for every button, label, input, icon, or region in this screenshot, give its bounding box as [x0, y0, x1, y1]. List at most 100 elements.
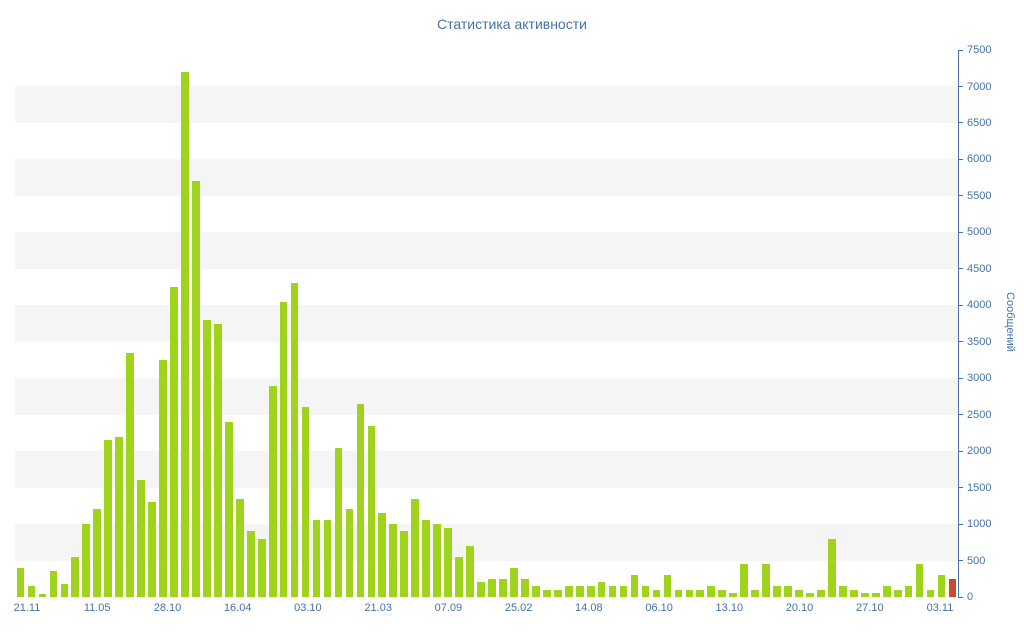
- x-tick-label: 21.11: [13, 602, 41, 614]
- y-tick-label: 2000: [967, 445, 992, 458]
- bar: [532, 586, 540, 597]
- bar: [235, 498, 244, 597]
- plot-band-shaded: [15, 232, 958, 269]
- bar: [740, 564, 748, 597]
- y-tick-label: 1000: [967, 518, 992, 531]
- bar: [849, 589, 858, 597]
- bar: [389, 524, 398, 597]
- bar: [762, 564, 770, 597]
- bar: [16, 567, 25, 597]
- bars-layer: [15, 50, 958, 597]
- bar: [542, 589, 551, 597]
- y-tick-label: 6000: [967, 153, 992, 166]
- y-tick-label: 6500: [967, 116, 992, 129]
- bar: [696, 589, 705, 597]
- bar: [192, 181, 200, 597]
- bar: [751, 589, 759, 597]
- bar: [301, 407, 310, 597]
- x-tick-label: 20.10: [785, 602, 814, 614]
- y-tick-label: 7500: [967, 44, 992, 56]
- bar: [422, 520, 431, 597]
- bar: [334, 447, 343, 597]
- y-tick-label: 7000: [967, 80, 992, 93]
- y-tick-label: 3000: [967, 372, 992, 385]
- bar: [718, 589, 727, 597]
- bar: [27, 586, 36, 597]
- y-tick-label: 4000: [967, 299, 992, 312]
- bar: [904, 586, 913, 597]
- bar: [224, 421, 233, 597]
- bar: [400, 531, 409, 597]
- bar: [499, 578, 507, 597]
- bar: [510, 567, 518, 597]
- bar: [137, 480, 145, 597]
- bar: [115, 436, 123, 597]
- bar: [378, 513, 387, 597]
- bar: [773, 586, 781, 597]
- bar: [608, 586, 617, 597]
- bar: [795, 589, 803, 597]
- bar: [246, 531, 255, 597]
- plot-area: [15, 50, 958, 597]
- bar: [203, 319, 211, 597]
- bar: [729, 593, 738, 597]
- x-tick-label: 06.10: [645, 602, 673, 614]
- y-axis-line: [958, 50, 959, 597]
- y-tick-label: 4500: [967, 262, 992, 275]
- plot-band-shaded: [15, 86, 958, 123]
- bar: [477, 582, 485, 597]
- bar: [49, 571, 58, 597]
- bar: [104, 440, 113, 597]
- bar: [290, 283, 299, 597]
- bar: [674, 589, 683, 597]
- bar: [444, 527, 452, 597]
- x-tick-label: 21.03: [364, 602, 392, 614]
- bar: [948, 578, 957, 597]
- y-tick-label: 2500: [967, 408, 992, 421]
- plot-bands-layer: [15, 50, 958, 597]
- bar: [860, 593, 869, 597]
- bar: [279, 301, 288, 597]
- bar: [663, 575, 672, 597]
- bar: [521, 578, 529, 597]
- chart-title: Статистика активности: [437, 16, 587, 32]
- bar: [893, 589, 902, 597]
- x-tick-label: 25.02: [504, 602, 533, 614]
- bar: [839, 586, 847, 597]
- plot-band-shaded: [15, 159, 958, 196]
- y-tick-label: 500: [967, 554, 986, 567]
- bar: [411, 498, 420, 597]
- bar: [126, 352, 134, 597]
- bar: [630, 575, 639, 597]
- bar: [356, 403, 365, 597]
- bar: [214, 323, 222, 597]
- bar: [784, 586, 792, 597]
- bar: [586, 586, 595, 597]
- bar: [159, 359, 167, 597]
- bar: [806, 593, 814, 597]
- x-tick-label: 03.10: [294, 602, 322, 614]
- bar: [38, 594, 47, 597]
- y-tick-label: 5000: [967, 226, 992, 239]
- bar: [433, 524, 441, 597]
- bar: [828, 538, 836, 597]
- x-tick-label: 16.04: [223, 602, 252, 614]
- x-tick-label: 14.08: [575, 602, 603, 614]
- bar: [564, 586, 573, 597]
- bar: [575, 586, 584, 597]
- x-tick-label: 27.10: [856, 602, 884, 614]
- x-tick-label: 11.05: [83, 602, 111, 614]
- bar: [553, 589, 562, 597]
- bar: [181, 71, 189, 597]
- bar: [455, 556, 463, 597]
- bar: [488, 578, 496, 597]
- bar: [915, 564, 924, 597]
- bar: [597, 582, 606, 597]
- y-tick-label: 0: [967, 591, 974, 603]
- bar: [82, 524, 91, 597]
- bar: [466, 545, 474, 597]
- x-tick-label: 13.10: [715, 602, 744, 614]
- bar: [71, 556, 80, 597]
- bar: [93, 509, 102, 597]
